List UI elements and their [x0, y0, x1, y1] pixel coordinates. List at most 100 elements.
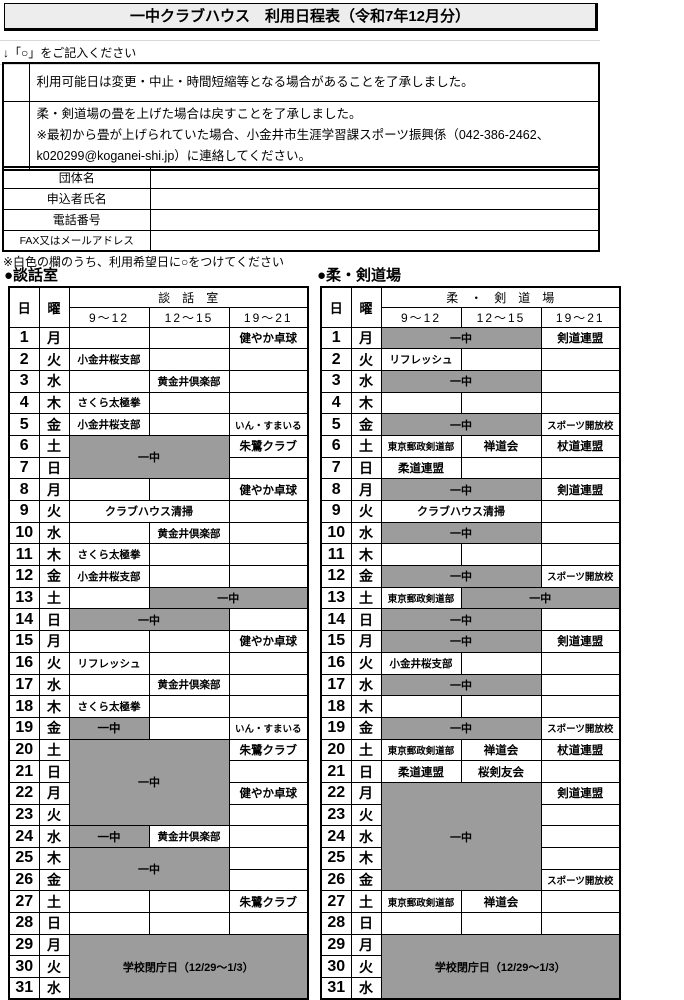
schedule-cell[interactable] — [540, 847, 621, 870]
schedule-cell[interactable] — [148, 478, 230, 501]
schedule-cell[interactable]: クラブハウス清掃 — [68, 500, 230, 523]
schedule-cell[interactable] — [148, 543, 230, 567]
schedule-cell[interactable] — [460, 543, 542, 567]
schedule-cell[interactable] — [228, 695, 309, 718]
schedule-cell[interactable] — [68, 478, 150, 501]
schedule-cell[interactable]: 剣道連盟 — [540, 478, 621, 501]
schedule-cell[interactable] — [148, 630, 230, 653]
schedule-cell[interactable] — [68, 890, 150, 914]
schedule-cell[interactable]: 杖道連盟 — [540, 738, 621, 762]
schedule-cell[interactable] — [228, 608, 309, 632]
schedule-cell[interactable]: 黄金井倶楽部 — [148, 521, 230, 545]
schedule-cell[interactable]: 健やか卓球 — [228, 326, 309, 350]
schedule-cell[interactable] — [540, 825, 621, 848]
schedule-cell[interactable]: 杖道連盟 — [540, 434, 621, 458]
schedule-cell[interactable]: 東京郵政剣道部 — [380, 738, 462, 762]
schedule-cell[interactable]: 黄金井倶楽部 — [148, 825, 230, 848]
schedule-cell[interactable]: 小金井桜支部 — [380, 651, 462, 675]
schedule-cell[interactable] — [68, 521, 150, 545]
schedule-cell[interactable] — [148, 651, 230, 675]
schedule-cell[interactable] — [380, 391, 462, 415]
schedule-cell[interactable]: 剣道連盟 — [540, 781, 621, 805]
schedule-cell[interactable] — [228, 565, 309, 588]
schedule-cell[interactable]: リフレッシュ — [380, 348, 462, 371]
schedule-cell[interactable]: 禅道会 — [460, 890, 542, 914]
schedule-cell[interactable]: 剣道連盟 — [540, 326, 621, 350]
schedule-cell[interactable] — [540, 695, 621, 718]
schedule-cell[interactable] — [228, 760, 309, 783]
schedule-cell[interactable]: 東京郵政剣道部 — [380, 434, 462, 458]
schedule-cell[interactable] — [460, 456, 542, 480]
schedule-cell[interactable]: 小金井桜支部 — [68, 413, 150, 436]
schedule-cell[interactable]: 黄金井倶楽部 — [148, 369, 230, 393]
schedule-cell[interactable]: 禅道会 — [460, 434, 542, 458]
schedule-cell[interactable] — [540, 608, 621, 632]
schedule-cell[interactable]: 健やか卓球 — [228, 630, 309, 653]
schedule-cell[interactable] — [460, 695, 542, 718]
schedule-cell[interactable] — [228, 348, 309, 371]
schedule-cell[interactable] — [460, 651, 542, 675]
schedule-cell[interactable]: 健やか卓球 — [228, 781, 309, 805]
schedule-cell[interactable]: 桜剣友会 — [460, 760, 542, 783]
schedule-cell[interactable]: スポーツ開放校 — [540, 565, 621, 588]
schedule-cell[interactable]: 朱鷺クラブ — [228, 890, 309, 914]
schedule-cell[interactable] — [540, 803, 621, 827]
schedule-cell[interactable] — [540, 651, 621, 675]
schedule-cell[interactable] — [460, 348, 542, 371]
schedule-cell[interactable] — [228, 868, 309, 892]
schedule-cell[interactable]: いん・すまいる — [228, 413, 309, 436]
schedule-cell[interactable] — [68, 673, 150, 697]
schedule-cell[interactable] — [380, 695, 462, 718]
schedule-cell[interactable] — [148, 716, 230, 740]
schedule-cell[interactable] — [540, 456, 621, 480]
schedule-cell[interactable] — [540, 369, 621, 393]
schedule-cell[interactable] — [540, 543, 621, 567]
schedule-cell[interactable] — [68, 586, 150, 610]
schedule-cell[interactable] — [460, 391, 542, 415]
schedule-cell[interactable]: スポーツ開放校 — [540, 413, 621, 436]
schedule-cell[interactable]: 黄金井倶楽部 — [148, 673, 230, 697]
schedule-cell[interactable]: 禅道会 — [460, 738, 542, 762]
schedule-cell[interactable] — [228, 543, 309, 567]
schedule-cell[interactable]: 小金井桜支部 — [68, 348, 150, 371]
schedule-cell[interactable]: 柔道連盟 — [380, 760, 462, 783]
schedule-cell[interactable] — [540, 391, 621, 415]
schedule-cell[interactable] — [228, 847, 309, 870]
schedule-cell[interactable]: スポーツ開放校 — [540, 716, 621, 740]
schedule-cell[interactable] — [540, 673, 621, 697]
schedule-cell[interactable] — [228, 803, 309, 827]
schedule-cell[interactable] — [228, 456, 309, 480]
schedule-cell[interactable]: さくら太極拳 — [68, 543, 150, 567]
schedule-cell[interactable] — [380, 543, 462, 567]
schedule-cell[interactable] — [228, 369, 309, 393]
schedule-cell[interactable] — [148, 565, 230, 588]
group-name-field[interactable] — [149, 166, 600, 189]
schedule-cell[interactable]: 朱鷺クラブ — [228, 434, 309, 458]
schedule-cell[interactable] — [68, 369, 150, 393]
schedule-cell[interactable] — [540, 348, 621, 371]
phone-field[interactable] — [149, 208, 600, 231]
schedule-cell[interactable]: 柔道連盟 — [380, 456, 462, 480]
schedule-cell[interactable] — [68, 912, 150, 935]
schedule-cell[interactable]: 東京郵政剣道部 — [380, 586, 462, 610]
schedule-cell[interactable]: リフレッシュ — [68, 651, 150, 675]
schedule-cell[interactable] — [540, 890, 621, 914]
schedule-cell[interactable]: いん・すまいる — [228, 716, 309, 740]
schedule-cell[interactable] — [148, 326, 230, 350]
fax-or-email-field[interactable] — [149, 229, 600, 252]
schedule-cell[interactable] — [228, 912, 309, 935]
schedule-cell[interactable] — [148, 391, 230, 415]
schedule-cell[interactable]: 小金井桜支部 — [68, 565, 150, 588]
circle-entry-cell[interactable] — [2, 62, 30, 102]
schedule-cell[interactable] — [540, 521, 621, 545]
circle-entry-cell[interactable] — [2, 100, 30, 170]
applicant-name-field[interactable] — [149, 187, 600, 210]
schedule-cell[interactable] — [68, 630, 150, 653]
schedule-cell[interactable]: 東京郵政剣道部 — [380, 890, 462, 914]
schedule-cell[interactable] — [228, 391, 309, 415]
schedule-cell[interactable] — [148, 912, 230, 935]
schedule-cell[interactable] — [68, 326, 150, 350]
schedule-cell[interactable]: さくら太極拳 — [68, 695, 150, 718]
schedule-cell[interactable] — [228, 651, 309, 675]
schedule-cell[interactable] — [460, 912, 542, 935]
